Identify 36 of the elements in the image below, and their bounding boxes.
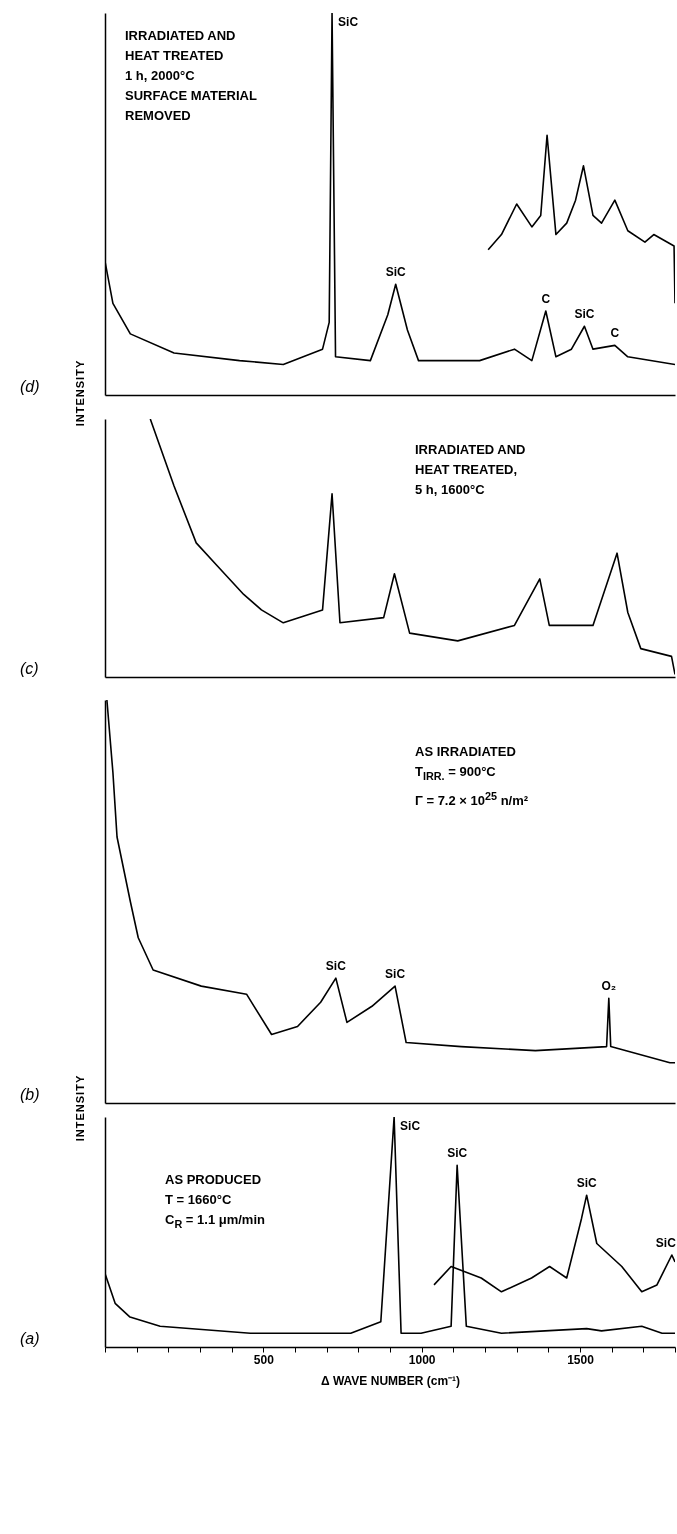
annotation: Γ = 7.2 × 10$^{25}$ n/m² <box>415 788 529 810</box>
annotation: SiC <box>385 967 406 982</box>
text: (c) <box>20 660 39 678</box>
annotation: T$_{IRR.}$ = 900°C <box>415 763 497 784</box>
annotation: C <box>610 326 620 341</box>
annotation: SURFACE MATERIAL <box>125 87 257 105</box>
annotation: SiC <box>655 1236 677 1250</box>
annotation: T = 1660°C <box>165 1191 233 1209</box>
text: (a) <box>20 1330 40 1348</box>
annotation: SiC <box>574 307 595 322</box>
annotation: O₂ <box>601 979 617 994</box>
annotation: SiC <box>385 265 407 280</box>
text: (d) <box>20 378 40 396</box>
annotation: 5 h, 1600°C <box>415 481 486 499</box>
annotation: HEAT TREATED, <box>415 461 519 479</box>
annotation: SiC <box>400 1119 421 1133</box>
x-tick-label: 1500 <box>567 1352 595 1367</box>
y-axis-title: INTENSITY <box>74 1073 86 1144</box>
annotation: IRRADIATED AND <box>415 441 526 459</box>
x-tick-label: 500 <box>253 1352 275 1367</box>
annotation: SiC <box>338 15 359 29</box>
annotation: SiC <box>447 1146 468 1161</box>
text: (b) <box>20 1086 40 1104</box>
x-axis-title: Δ WAVE NUMBER (cm⁻¹) <box>320 1373 461 1388</box>
annotation: 1 h, 2000°C <box>125 67 196 85</box>
y-axis-title: INTENSITY <box>74 358 86 429</box>
x-tick-label: 1000 <box>408 1352 436 1367</box>
annotation: AS IRRADIATED <box>415 743 517 761</box>
annotation: C$_{R}$ = 1.1 μm/min <box>165 1211 265 1232</box>
annotation: SiC <box>576 1176 597 1191</box>
annotation: HEAT TREATED <box>125 47 225 65</box>
annotation: C <box>541 291 551 306</box>
annotation: AS PRODUCED <box>165 1171 263 1189</box>
annotation: SiC <box>325 959 347 974</box>
annotation: IRRADIATED AND <box>125 27 237 45</box>
annotation: REMOVED <box>125 107 192 125</box>
